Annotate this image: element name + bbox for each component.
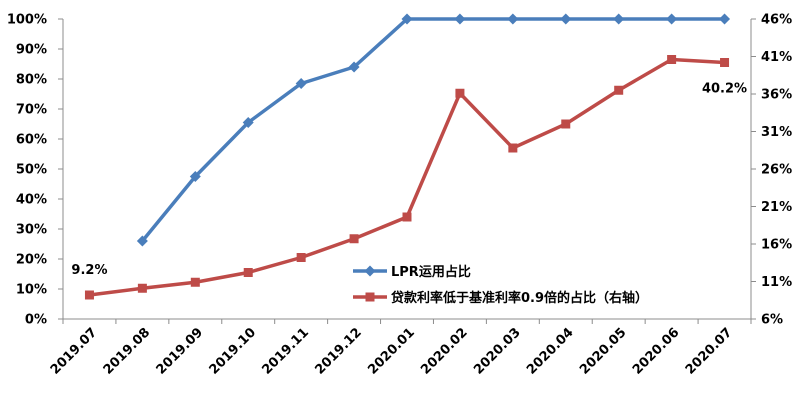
right-tick-label: 31% [761,125,792,140]
data-point-square [296,253,306,262]
data-point-square [614,85,624,95]
right-tick-label: 26% [761,163,792,178]
data-point-diamond [454,13,466,25]
annotations: 9.2% 40.2% [71,82,747,279]
data-point-diamond [613,13,625,25]
data-point-diamond [242,117,254,128]
left-tick-label: 30% [16,223,47,238]
x-tick-label: 2020.03 [471,325,523,377]
x-tick-label: 2020.06 [630,325,682,377]
data-point-square [349,234,359,244]
left-tick-label: 50% [16,163,47,178]
left-tick-label: 10% [16,283,47,298]
data-point-square [365,292,375,302]
right-tick-label: 6% [761,313,783,328]
x-tick-label: 2020.02 [418,325,470,377]
x-tick-label: 2020.01 [365,325,417,377]
x-tick-label: 2019.09 [154,325,206,377]
data-point-square [190,277,200,287]
left-tick-label: 80% [16,73,47,88]
data-point-square [720,58,730,67]
right-tick-label: 21% [761,200,792,215]
data-point-square [508,143,518,153]
data-point-square [561,119,571,129]
data-point-diamond [719,13,731,25]
left-tick-label: 60% [16,133,47,148]
data-point-square [137,283,147,293]
legend-label: 贷款利率低于基准利率0.9倍的占比（右轴） [391,290,648,306]
data-label: 40.2% [702,82,747,97]
data-label: 9.2% [71,263,107,278]
right-tick-label: 46% [761,13,792,28]
data-point-square [455,88,465,98]
data-point-square [243,268,253,277]
x-tick-label: 2019.07 [48,325,100,377]
left-tick-label: 100% [7,13,47,28]
data-point-diamond [401,13,413,25]
data-point-square [402,212,412,222]
x-tick-label: 2019.12 [312,325,364,377]
x-tick-label: 2019.08 [101,325,153,377]
right-tick-label: 16% [761,238,792,253]
left-tick-label: 40% [16,193,47,208]
legend-label: LPR运用占比 [391,264,471,280]
data-point-diamond [666,13,678,25]
right-tick-label: 36% [761,88,792,103]
right-tick-label: 41% [761,50,792,65]
data-point-diamond [364,265,376,277]
data-point-diamond [560,13,572,25]
data-point-diamond [136,235,148,247]
axes: 0% 10% 20% 30% 40% 50% 60% 70% 80% 90% 100% 6% 11% 16… [7,13,792,378]
left-tick-label: 0% [25,313,47,328]
left-tick-label: 90% [16,43,47,58]
x-tick-label: 2020.04 [524,325,576,377]
left-tick-label: 70% [16,103,47,118]
right-tick-label: 11% [761,275,792,290]
data-point-diamond [295,78,307,89]
data-point-diamond [348,61,360,73]
data-point-diamond [507,13,519,25]
series-line-1 [141,17,725,243]
x-tick-label: 2019.11 [260,325,312,377]
series-layer [84,13,731,300]
left-tick-label: 20% [16,253,47,268]
data-point-diamond [189,171,201,182]
x-tick-label: 2019.10 [207,325,259,377]
x-tick-label: 2020.05 [577,325,629,377]
x-tick-label: 2020.07 [683,325,735,377]
data-point-square [667,55,677,64]
data-point-square [84,290,94,300]
series-line-2 [89,57,725,297]
